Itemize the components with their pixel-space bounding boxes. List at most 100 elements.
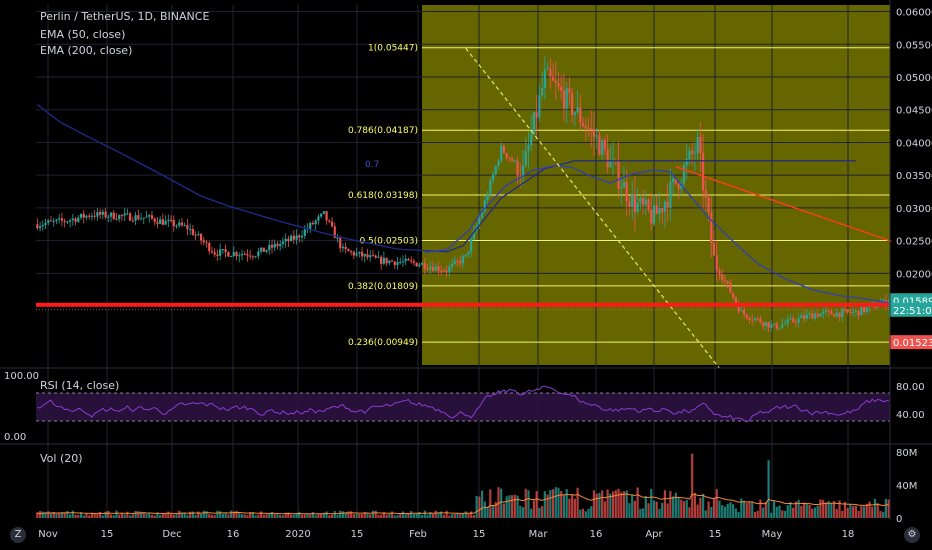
volume-bar [445, 510, 448, 518]
volume-bar [852, 505, 855, 518]
volume-bar [887, 499, 890, 518]
candle-body [69, 220, 72, 222]
volume-bar [265, 514, 268, 518]
candle-body [508, 157, 511, 159]
candle-body [325, 211, 328, 221]
volume-bar [426, 514, 429, 518]
volume-bar [229, 510, 233, 518]
volume-bar [650, 488, 653, 518]
volume-bar [66, 511, 69, 518]
volume-bar [194, 515, 197, 518]
candle-body [756, 318, 759, 320]
candle-body [576, 107, 579, 113]
volume-bar [93, 513, 96, 518]
candle-body [429, 266, 432, 270]
candle-body [183, 225, 186, 227]
volume-bar [636, 487, 639, 518]
volume-bar [456, 512, 459, 518]
candle-body [783, 323, 787, 325]
volume-bar [322, 512, 325, 518]
candle-body [437, 266, 440, 271]
volume-bar [437, 512, 440, 518]
candle-body [549, 68, 552, 77]
candle-body [830, 310, 833, 315]
volume-bar [802, 502, 806, 518]
trend-line [465, 47, 720, 369]
candle-body [175, 225, 178, 227]
candle-body [652, 205, 656, 224]
volume-bar [58, 512, 61, 518]
volume-bar [652, 500, 656, 518]
gear-icon[interactable]: ⚙ [904, 527, 920, 543]
candle-body [721, 274, 724, 280]
volume-bar [472, 515, 476, 518]
candle-body [598, 135, 601, 156]
volume-bar [671, 496, 675, 518]
price-tag [889, 302, 932, 317]
volume-bar [819, 499, 822, 518]
volume-bar [546, 494, 549, 518]
candle-body [431, 266, 435, 271]
candle-body [399, 261, 402, 263]
volume-bar [197, 511, 200, 518]
volume-bar [497, 487, 500, 518]
volume-bar [685, 499, 688, 518]
candle-body [393, 261, 396, 266]
candle-body [189, 228, 192, 230]
candle-body [824, 310, 827, 312]
candle-body [478, 217, 481, 226]
candle-body [696, 136, 699, 153]
candle-body [126, 213, 129, 215]
candle-body [674, 178, 677, 184]
candle-body [538, 95, 541, 118]
volume-bar [374, 510, 377, 518]
timezone-icon[interactable]: Z [10, 527, 26, 543]
candle-body [532, 112, 536, 135]
candle-body [251, 256, 255, 258]
volume-bar [614, 490, 617, 518]
volume-bar [352, 514, 355, 518]
volume-bar [167, 511, 170, 518]
candle-body [500, 146, 503, 161]
rsi-right-tick: 80.00 [896, 382, 925, 393]
volume-bar [159, 515, 162, 518]
volume-bar [491, 505, 495, 518]
volume-bar [118, 514, 121, 518]
volume-bar [884, 499, 887, 518]
volume-bar [257, 514, 260, 518]
candle-body [290, 235, 293, 242]
candle-body [781, 324, 784, 328]
volume-bar [390, 511, 394, 518]
volume-bar [404, 514, 407, 518]
candle-body [461, 256, 465, 264]
candle-body [497, 160, 500, 167]
volume-bar [783, 510, 787, 518]
candle-body [249, 255, 252, 257]
x-tick-label: 15 [473, 529, 486, 540]
volume-bar [79, 512, 83, 518]
candle-body [609, 160, 612, 168]
candle-body [748, 317, 751, 320]
volume-legend[interactable]: Vol (20) [40, 452, 83, 465]
candle-body [573, 112, 576, 115]
rsi-legend[interactable]: RSI (14, close) [40, 379, 120, 392]
volume-bar [680, 499, 683, 518]
candle-body [794, 321, 797, 323]
candle-body [330, 221, 334, 227]
volume-bar [399, 514, 402, 518]
ema50-legend[interactable]: EMA (50, close) [40, 28, 126, 41]
candle-body [491, 174, 495, 181]
volume-bar [90, 512, 94, 518]
candle-body [229, 256, 233, 258]
volume-bar [139, 511, 143, 518]
volume-bar [489, 489, 492, 518]
candle-body [587, 128, 590, 130]
x-tick-label: 2020 [285, 529, 310, 540]
ema200-legend[interactable]: EMA (200, close) [40, 44, 133, 57]
volume-bar [243, 514, 246, 518]
volume-bar [530, 508, 533, 518]
volume-bar [246, 515, 249, 518]
